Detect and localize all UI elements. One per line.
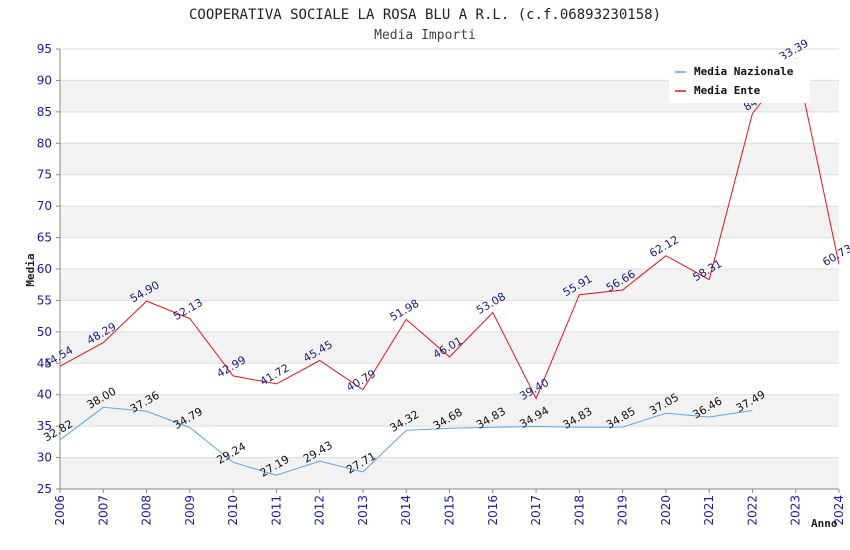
x-tick-label: 2011 bbox=[269, 495, 283, 526]
x-tick-label: 2008 bbox=[140, 495, 154, 526]
y-tick-label: 45 bbox=[37, 356, 52, 370]
y-tick-label: 50 bbox=[37, 325, 52, 339]
x-tick-label: 2014 bbox=[399, 495, 413, 526]
x-tick-label: 2006 bbox=[53, 495, 67, 526]
x-tick-label: 2016 bbox=[486, 495, 500, 526]
y-tick-label: 35 bbox=[37, 419, 52, 433]
legend-label-media-ente: Media Ente bbox=[694, 84, 761, 97]
x-tick-label: 2009 bbox=[183, 495, 197, 526]
data-label: 40.79 bbox=[344, 367, 378, 394]
grid-band bbox=[60, 143, 839, 175]
x-tick-label: 2019 bbox=[616, 495, 630, 526]
axes bbox=[56, 48, 840, 493]
y-tick-label: 60 bbox=[37, 262, 52, 276]
x-tick-label: 2007 bbox=[96, 495, 110, 526]
grid-band bbox=[60, 394, 839, 427]
y-tick-label: 80 bbox=[37, 136, 52, 150]
x-tick-labels: 2006 2007 2008 2009 2010 2011 2012 2013 2014 2015… bbox=[53, 495, 846, 526]
series-line-media-nazionale bbox=[60, 406, 753, 476]
legend: Media Nazionale Media Ente bbox=[669, 59, 810, 103]
y-tick-label: 55 bbox=[37, 293, 52, 307]
legend-box bbox=[669, 59, 810, 103]
y-tick-label: 75 bbox=[37, 168, 52, 182]
y-tick-label: 70 bbox=[37, 199, 52, 213]
x-tick-label: 2012 bbox=[313, 495, 327, 526]
chart-subtitle: Media Importi bbox=[374, 28, 476, 43]
y-tick-label: 90 bbox=[37, 73, 52, 87]
y-tick-label: 95 bbox=[37, 42, 52, 56]
grid-band bbox=[60, 331, 839, 364]
y-tick-label: 40 bbox=[37, 388, 52, 402]
legend-label-media-nazionale: Media Nazionale bbox=[694, 65, 794, 78]
x-tick-label: 2023 bbox=[789, 495, 803, 526]
series-lines bbox=[60, 57, 839, 476]
series-line-media-ente bbox=[60, 57, 839, 400]
y-tick-labels: 25 30 35 40 45 50 55 60 65 70 75 80 85 90 95 bbox=[37, 42, 52, 496]
x-tick-label: 2015 bbox=[443, 495, 457, 526]
y-tick-label: 25 bbox=[37, 482, 52, 496]
y-tick-label: 65 bbox=[37, 231, 52, 245]
data-label: 44.54 bbox=[41, 344, 75, 371]
data-label: 41.72 bbox=[258, 361, 292, 388]
x-tick-label: 2022 bbox=[745, 495, 759, 526]
y-tick-label: 30 bbox=[37, 451, 52, 465]
x-axis-label: Anno bbox=[811, 517, 838, 530]
grid-band bbox=[60, 206, 839, 238]
x-tick-label: 2018 bbox=[572, 495, 586, 526]
grid-bands bbox=[60, 80, 839, 489]
x-tick-label: 2013 bbox=[356, 495, 370, 526]
y-tick-label: 85 bbox=[37, 105, 52, 119]
y-axis-label: Media bbox=[24, 253, 37, 286]
chart-title: COOPERATIVA SOCIALE LA ROSA BLU A R.L. (… bbox=[189, 7, 661, 23]
grid-band bbox=[60, 457, 839, 489]
x-tick-label: 2010 bbox=[226, 495, 240, 526]
x-tick-label: 2020 bbox=[659, 495, 673, 526]
x-tick-label: 2017 bbox=[529, 495, 543, 526]
x-tick-label: 2021 bbox=[702, 495, 716, 526]
x-tick-label: 2024 bbox=[832, 495, 846, 526]
grid-band bbox=[60, 269, 839, 301]
